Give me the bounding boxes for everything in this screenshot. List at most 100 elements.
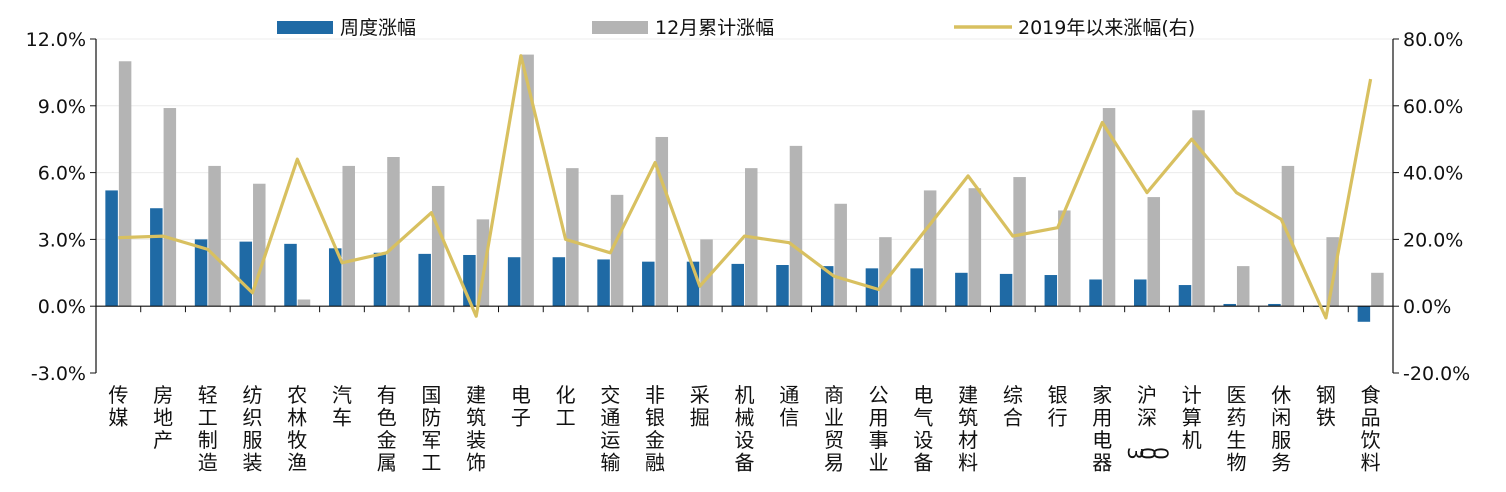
line-series — [118, 54, 1373, 320]
bar-december — [297, 299, 311, 307]
bar-weekly — [820, 266, 834, 307]
bar-december — [476, 219, 490, 307]
right-tick-label: -20.0% — [1403, 363, 1470, 385]
category-label: 公用事业 — [869, 383, 889, 475]
category-label: 银行 — [1048, 383, 1068, 430]
bar-december — [1371, 272, 1384, 307]
category-label: 化工 — [556, 383, 576, 430]
bar-december — [253, 183, 266, 307]
category-label: 建筑材料 — [958, 383, 978, 475]
bar-weekly — [328, 248, 342, 307]
legend-label-december: 12月累计涨幅 — [655, 17, 774, 39]
bar-december — [342, 165, 355, 307]
category-label: 有色金属 — [377, 383, 397, 475]
bar-december — [566, 168, 579, 307]
right-tick-label: 60.0% — [1403, 96, 1463, 118]
bar-weekly — [1223, 303, 1236, 307]
bar-december — [1102, 108, 1116, 307]
bar-weekly — [597, 259, 610, 307]
bar-december — [431, 185, 445, 307]
bar-weekly — [642, 261, 655, 307]
category-label: 家用电器 — [1092, 383, 1112, 475]
bar-weekly — [1268, 303, 1281, 307]
bar-weekly — [105, 190, 118, 307]
legend-label-weekly: 周度涨幅 — [340, 17, 416, 39]
bar-weekly — [731, 263, 744, 307]
bar-weekly — [552, 257, 566, 307]
bar-december — [163, 108, 177, 307]
bar-weekly — [910, 268, 923, 307]
legend-swatch-december — [592, 21, 648, 34]
category-label: 农林牧渔 — [287, 383, 307, 475]
category-label: 计算机 — [1182, 383, 1202, 452]
category-label: 综合 — [1003, 383, 1023, 430]
bar-december — [789, 145, 803, 307]
left-tick-label: 0.0% — [38, 296, 86, 318]
bar-weekly — [1044, 275, 1058, 307]
right-tick-label: 20.0% — [1403, 229, 1463, 251]
bar-december — [923, 190, 937, 307]
category-label: 休闲服务 — [1271, 383, 1291, 475]
bar-december — [1192, 110, 1205, 307]
bar-december — [1058, 210, 1071, 307]
category-label: 轻工制造 — [198, 383, 218, 475]
left-tick-label: 6.0% — [38, 163, 86, 185]
bar-weekly — [999, 273, 1013, 307]
category-label: 机械设备 — [735, 383, 755, 475]
bar-weekly — [955, 272, 968, 307]
bar-weekly — [507, 257, 521, 307]
left-tick-label: 9.0% — [38, 96, 86, 118]
left-tick-label: 3.0% — [38, 229, 86, 251]
bar-weekly — [1357, 306, 1371, 322]
axes — [90, 38, 1399, 374]
bar-weekly — [1134, 279, 1147, 307]
bar-weekly — [1089, 279, 1102, 307]
category-label: 传媒 — [108, 383, 128, 430]
bar-december — [521, 54, 534, 307]
category-label: 非银金融 — [645, 383, 665, 475]
category-label: 采掘 — [690, 383, 710, 430]
legend: 周度涨幅 12月累计涨幅 2019年以来涨幅(右) — [277, 17, 1195, 39]
bar-weekly — [418, 253, 431, 307]
bars — [105, 54, 1384, 322]
left-tick-label: 12.0% — [26, 29, 86, 51]
right-tick-label: 0.0% — [1403, 296, 1451, 318]
bar-december — [118, 61, 132, 307]
bar-weekly — [150, 208, 163, 307]
bar-december — [1236, 266, 1250, 307]
left-axis-ticks: -3.0% 0.0% 3.0% 6.0% 9.0% 12.0% — [26, 29, 86, 385]
left-tick-label: -3.0% — [31, 363, 86, 385]
bar-december — [968, 188, 982, 307]
bar-december — [879, 237, 892, 307]
bar-weekly — [1178, 285, 1192, 307]
category-label: 钢铁 — [1316, 383, 1336, 430]
bar-weekly — [284, 243, 297, 307]
category-label: 汽车 — [332, 383, 352, 430]
category-label: 沪深 300 — [1123, 383, 1172, 460]
bar-december — [208, 165, 221, 307]
bar-december — [610, 194, 624, 307]
legend-swatch-weekly — [277, 21, 333, 34]
bar-december — [655, 136, 669, 307]
category-label: 通信 — [779, 383, 799, 430]
bar-weekly — [194, 239, 208, 307]
category-label: 国防军工 — [421, 383, 441, 475]
bar-december — [1147, 197, 1161, 307]
bar-december — [1326, 237, 1339, 307]
category-label: 建筑装饰 — [466, 383, 486, 475]
bar-weekly — [239, 241, 253, 307]
bar-december — [700, 239, 713, 307]
category-label: 电子 — [511, 383, 531, 430]
right-tick-label: 40.0% — [1403, 163, 1463, 185]
category-label: 电气设备 — [913, 383, 933, 475]
category-label: 医药生物 — [1226, 383, 1246, 475]
category-label: 房地产 — [153, 383, 173, 452]
bar-december — [834, 203, 847, 307]
right-tick-label: 80.0% — [1403, 29, 1463, 51]
bar-weekly — [373, 252, 387, 307]
bar-december — [387, 157, 400, 307]
right-axis-ticks: -20.0% 0.0% 20.0% 40.0% 60.0% 80.0% — [1403, 29, 1470, 385]
category-label: 商业贸易 — [824, 383, 844, 475]
